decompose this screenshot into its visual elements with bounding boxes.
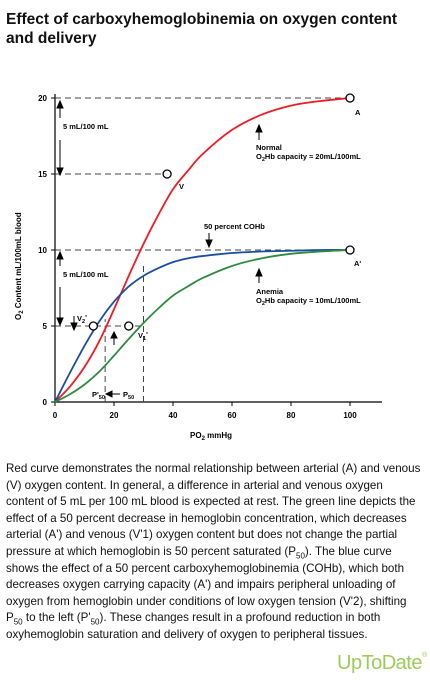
point-v2-label: V2' (77, 313, 87, 325)
gap-label-top: 5 mL/100 mL (63, 122, 109, 131)
oxygen-content-chart: 0 20 40 60 80 100 0 5 10 15 20 PO2 mmHg O2 Content… (14, 93, 382, 442)
x-tick-label: 60 (228, 411, 237, 420)
cohb-label: 50 percent COHb (204, 222, 265, 231)
y-tick-label: 20 (38, 94, 47, 103)
uptodate-logo: UpToDate® (337, 652, 427, 674)
normal-capacity: O2Hb capacity ≈ 20mL/100mL (256, 152, 361, 163)
curve-cohb (54, 249, 351, 403)
annotations: 5 mL/100 mL 5 mL/100 mL Normal O2Hb capa… (63, 108, 361, 401)
anemia-label: Anemia (256, 287, 284, 296)
x-axis-title: PO2 mmHg (190, 431, 232, 442)
point-marker (124, 321, 134, 331)
p50-label: P50 (123, 390, 134, 401)
curve-anemia (54, 249, 351, 403)
gap-label-bottom: 5 mL/100 mL (63, 270, 109, 279)
y-tick-label: 5 (43, 322, 48, 331)
point-marker (88, 321, 98, 331)
curve-normal (54, 97, 351, 403)
x-tick-label: 0 (53, 411, 58, 420)
figure-caption: Red curve demonstrates the normal relati… (6, 462, 421, 641)
point-marker (345, 93, 355, 103)
x-tick-label: 80 (287, 411, 296, 420)
x-tick-label: 40 (169, 411, 178, 420)
y-tick-label: 0 (43, 398, 48, 407)
curves (54, 97, 351, 403)
anemia-capacity: O2Hb capacity ≈ 10mL/100mL (256, 296, 361, 307)
x-tick-label: 100 (343, 411, 357, 420)
point-v1-label: V1' (138, 330, 148, 342)
normal-label: Normal (256, 143, 282, 152)
point-marker (345, 245, 355, 255)
point-marker (162, 169, 172, 179)
p50-prime-label: P'50 (92, 390, 105, 401)
y-axis-title: O2 Content mL/100mL blood (14, 212, 25, 320)
x-tick-label: 20 (110, 411, 119, 420)
point-a-label: A (355, 108, 361, 117)
y-tick-label: 10 (38, 246, 47, 255)
gap-arrows (56, 99, 263, 398)
axis-ticks: 0 20 40 60 80 100 0 5 10 15 20 (38, 94, 357, 420)
point-v-label: V (179, 182, 184, 191)
markers (88, 93, 355, 331)
point-a-prime-label: A' (354, 259, 361, 268)
y-tick-label: 15 (38, 170, 47, 179)
page-title: Effect of carboxyhemoglobinemia on oxyge… (6, 11, 397, 47)
